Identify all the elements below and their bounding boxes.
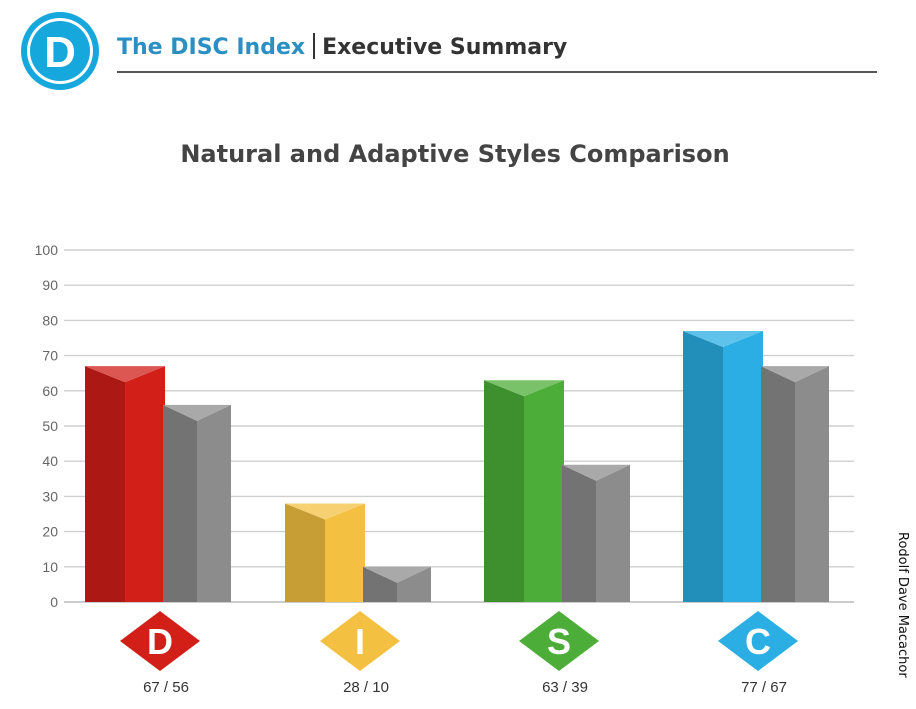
badge-diamond-i bbox=[320, 611, 400, 671]
bar-adaptive-c-top-face bbox=[761, 366, 829, 383]
bar-adaptive-d-top-face bbox=[163, 404, 231, 421]
logo-letter: D bbox=[44, 28, 76, 77]
bar-adaptive-s-left-face bbox=[562, 464, 596, 602]
bar-natural-c bbox=[683, 330, 763, 602]
y-tick-label: 10 bbox=[42, 559, 58, 575]
bar-natural-s-top-face bbox=[484, 380, 564, 397]
bar-adaptive-s-top-face bbox=[562, 464, 630, 481]
bar-natural-c-left-face bbox=[683, 330, 723, 602]
bar-adaptive-i-left-face bbox=[363, 566, 397, 602]
bar-natural-d-left-face bbox=[85, 366, 125, 602]
bar-natural-c-right-face bbox=[723, 330, 763, 602]
y-tick-label: 80 bbox=[42, 312, 58, 328]
bar-adaptive-d-left-face bbox=[163, 404, 197, 602]
header-title: The DISC Index Executive Summary bbox=[117, 33, 567, 63]
value-label-c: 77 / 67 bbox=[741, 679, 787, 696]
chart-title: Natural and Adaptive Styles Comparison bbox=[180, 140, 730, 168]
badge-letter-c: C bbox=[745, 621, 771, 662]
y-tick-label: 30 bbox=[42, 488, 58, 504]
bar-natural-c-top-face bbox=[683, 330, 763, 347]
bar-adaptive-d-right-face bbox=[197, 404, 231, 602]
badge-diamond-d bbox=[120, 611, 200, 671]
badge-letter-s: S bbox=[547, 621, 571, 662]
bar-adaptive-c-left-face bbox=[761, 366, 795, 602]
bar-adaptive-i-top-face bbox=[363, 566, 431, 583]
badge-letter-i: I bbox=[355, 621, 365, 662]
logo-inner-disc bbox=[30, 21, 90, 81]
author-name: Rodolf Dave Macachor bbox=[895, 532, 910, 678]
badge-letter-d: D bbox=[147, 621, 173, 662]
bar-natural-i-left-face bbox=[285, 503, 325, 602]
bar-adaptive-i bbox=[363, 566, 431, 602]
bar-adaptive-i-right-face bbox=[397, 566, 431, 602]
brand-name: The DISC Index bbox=[117, 35, 306, 60]
y-tick-label: 70 bbox=[42, 348, 58, 364]
value-label-i: 28 / 10 bbox=[343, 679, 389, 696]
bar-adaptive-d bbox=[163, 404, 231, 602]
y-tick-label: 60 bbox=[42, 383, 58, 399]
bar-natural-d-right-face bbox=[125, 366, 165, 602]
bar-adaptive-c-right-face bbox=[795, 366, 829, 602]
bar-adaptive-s-right-face bbox=[596, 464, 630, 602]
header-divider bbox=[117, 71, 877, 73]
bar-natural-i bbox=[285, 503, 365, 602]
bar-adaptive-s bbox=[562, 464, 630, 602]
disc-bar-chart: 0 10 20 30 40 50 60 70 80 90 100 D 67 / 56 I 28 / 10 S 6… bbox=[35, 242, 854, 696]
y-tick-label: 50 bbox=[42, 418, 58, 434]
bar-natural-s-right-face bbox=[524, 380, 564, 602]
y-tick-label: 0 bbox=[50, 594, 58, 610]
value-label-d: 67 / 56 bbox=[143, 679, 189, 696]
bar-natural-s bbox=[484, 380, 564, 602]
bar-natural-s-left-face bbox=[484, 380, 524, 602]
value-label-s: 63 / 39 bbox=[542, 679, 588, 696]
badge-diamond-c bbox=[718, 611, 798, 671]
badge-diamond-s bbox=[519, 611, 599, 671]
bar-natural-d bbox=[85, 366, 165, 602]
section-title: Executive Summary bbox=[322, 35, 568, 60]
y-tick-label: 20 bbox=[42, 524, 58, 540]
y-tick-label: 40 bbox=[42, 453, 58, 469]
bar-natural-d-top-face bbox=[85, 366, 165, 383]
y-tick-label: 100 bbox=[35, 242, 59, 258]
y-tick-label: 90 bbox=[42, 277, 58, 293]
bar-natural-i-top-face bbox=[285, 503, 365, 520]
disc-logo: D bbox=[21, 12, 99, 90]
bar-natural-i-right-face bbox=[325, 503, 365, 602]
title-separator bbox=[313, 33, 316, 59]
bar-adaptive-c bbox=[761, 366, 829, 602]
